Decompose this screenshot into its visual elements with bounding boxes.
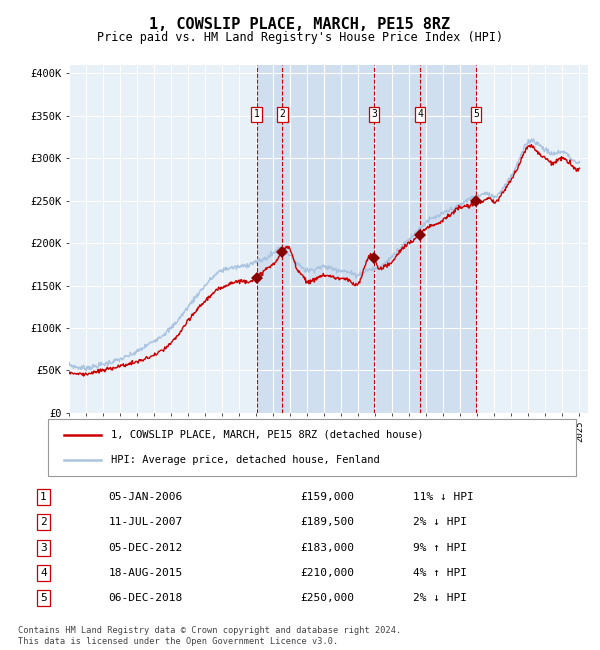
Text: 5: 5	[40, 593, 47, 603]
Text: 9% ↑ HPI: 9% ↑ HPI	[413, 543, 467, 552]
Text: 2% ↓ HPI: 2% ↓ HPI	[413, 593, 467, 603]
Text: 11-JUL-2007: 11-JUL-2007	[108, 517, 182, 527]
Text: 11% ↓ HPI: 11% ↓ HPI	[413, 492, 473, 502]
Text: 2: 2	[40, 517, 47, 527]
Text: £250,000: £250,000	[300, 593, 354, 603]
Text: 2% ↓ HPI: 2% ↓ HPI	[413, 517, 467, 527]
Text: 1: 1	[254, 109, 259, 119]
Bar	[374, 65, 420, 413]
Text: 1, COWSLIP PLACE, MARCH, PE15 8RZ: 1, COWSLIP PLACE, MARCH, PE15 8RZ	[149, 16, 451, 32]
Text: £189,500: £189,500	[300, 517, 354, 527]
Text: 1: 1	[40, 492, 47, 502]
Text: £159,000: £159,000	[300, 492, 354, 502]
Text: £210,000: £210,000	[300, 568, 354, 578]
Text: 4: 4	[40, 568, 47, 578]
Bar	[257, 65, 282, 413]
Bar	[420, 65, 476, 413]
Text: 5: 5	[473, 109, 479, 119]
Text: 3: 3	[371, 109, 377, 119]
Text: This data is licensed under the Open Government Licence v3.0.: This data is licensed under the Open Gov…	[18, 637, 338, 646]
Text: Price paid vs. HM Land Registry's House Price Index (HPI): Price paid vs. HM Land Registry's House …	[97, 31, 503, 44]
Text: 4% ↑ HPI: 4% ↑ HPI	[413, 568, 467, 578]
Text: 18-AUG-2015: 18-AUG-2015	[108, 568, 182, 578]
Text: 3: 3	[40, 543, 47, 552]
Text: £183,000: £183,000	[300, 543, 354, 552]
Text: 2: 2	[279, 109, 285, 119]
Text: 05-DEC-2012: 05-DEC-2012	[108, 543, 182, 552]
Text: Contains HM Land Registry data © Crown copyright and database right 2024.: Contains HM Land Registry data © Crown c…	[18, 626, 401, 635]
Text: 05-JAN-2006: 05-JAN-2006	[108, 492, 182, 502]
FancyBboxPatch shape	[48, 419, 576, 476]
Bar	[282, 65, 374, 413]
Text: 4: 4	[417, 109, 423, 119]
Text: 1, COWSLIP PLACE, MARCH, PE15 8RZ (detached house): 1, COWSLIP PLACE, MARCH, PE15 8RZ (detac…	[112, 430, 424, 439]
Text: HPI: Average price, detached house, Fenland: HPI: Average price, detached house, Fenl…	[112, 455, 380, 465]
Text: 06-DEC-2018: 06-DEC-2018	[108, 593, 182, 603]
